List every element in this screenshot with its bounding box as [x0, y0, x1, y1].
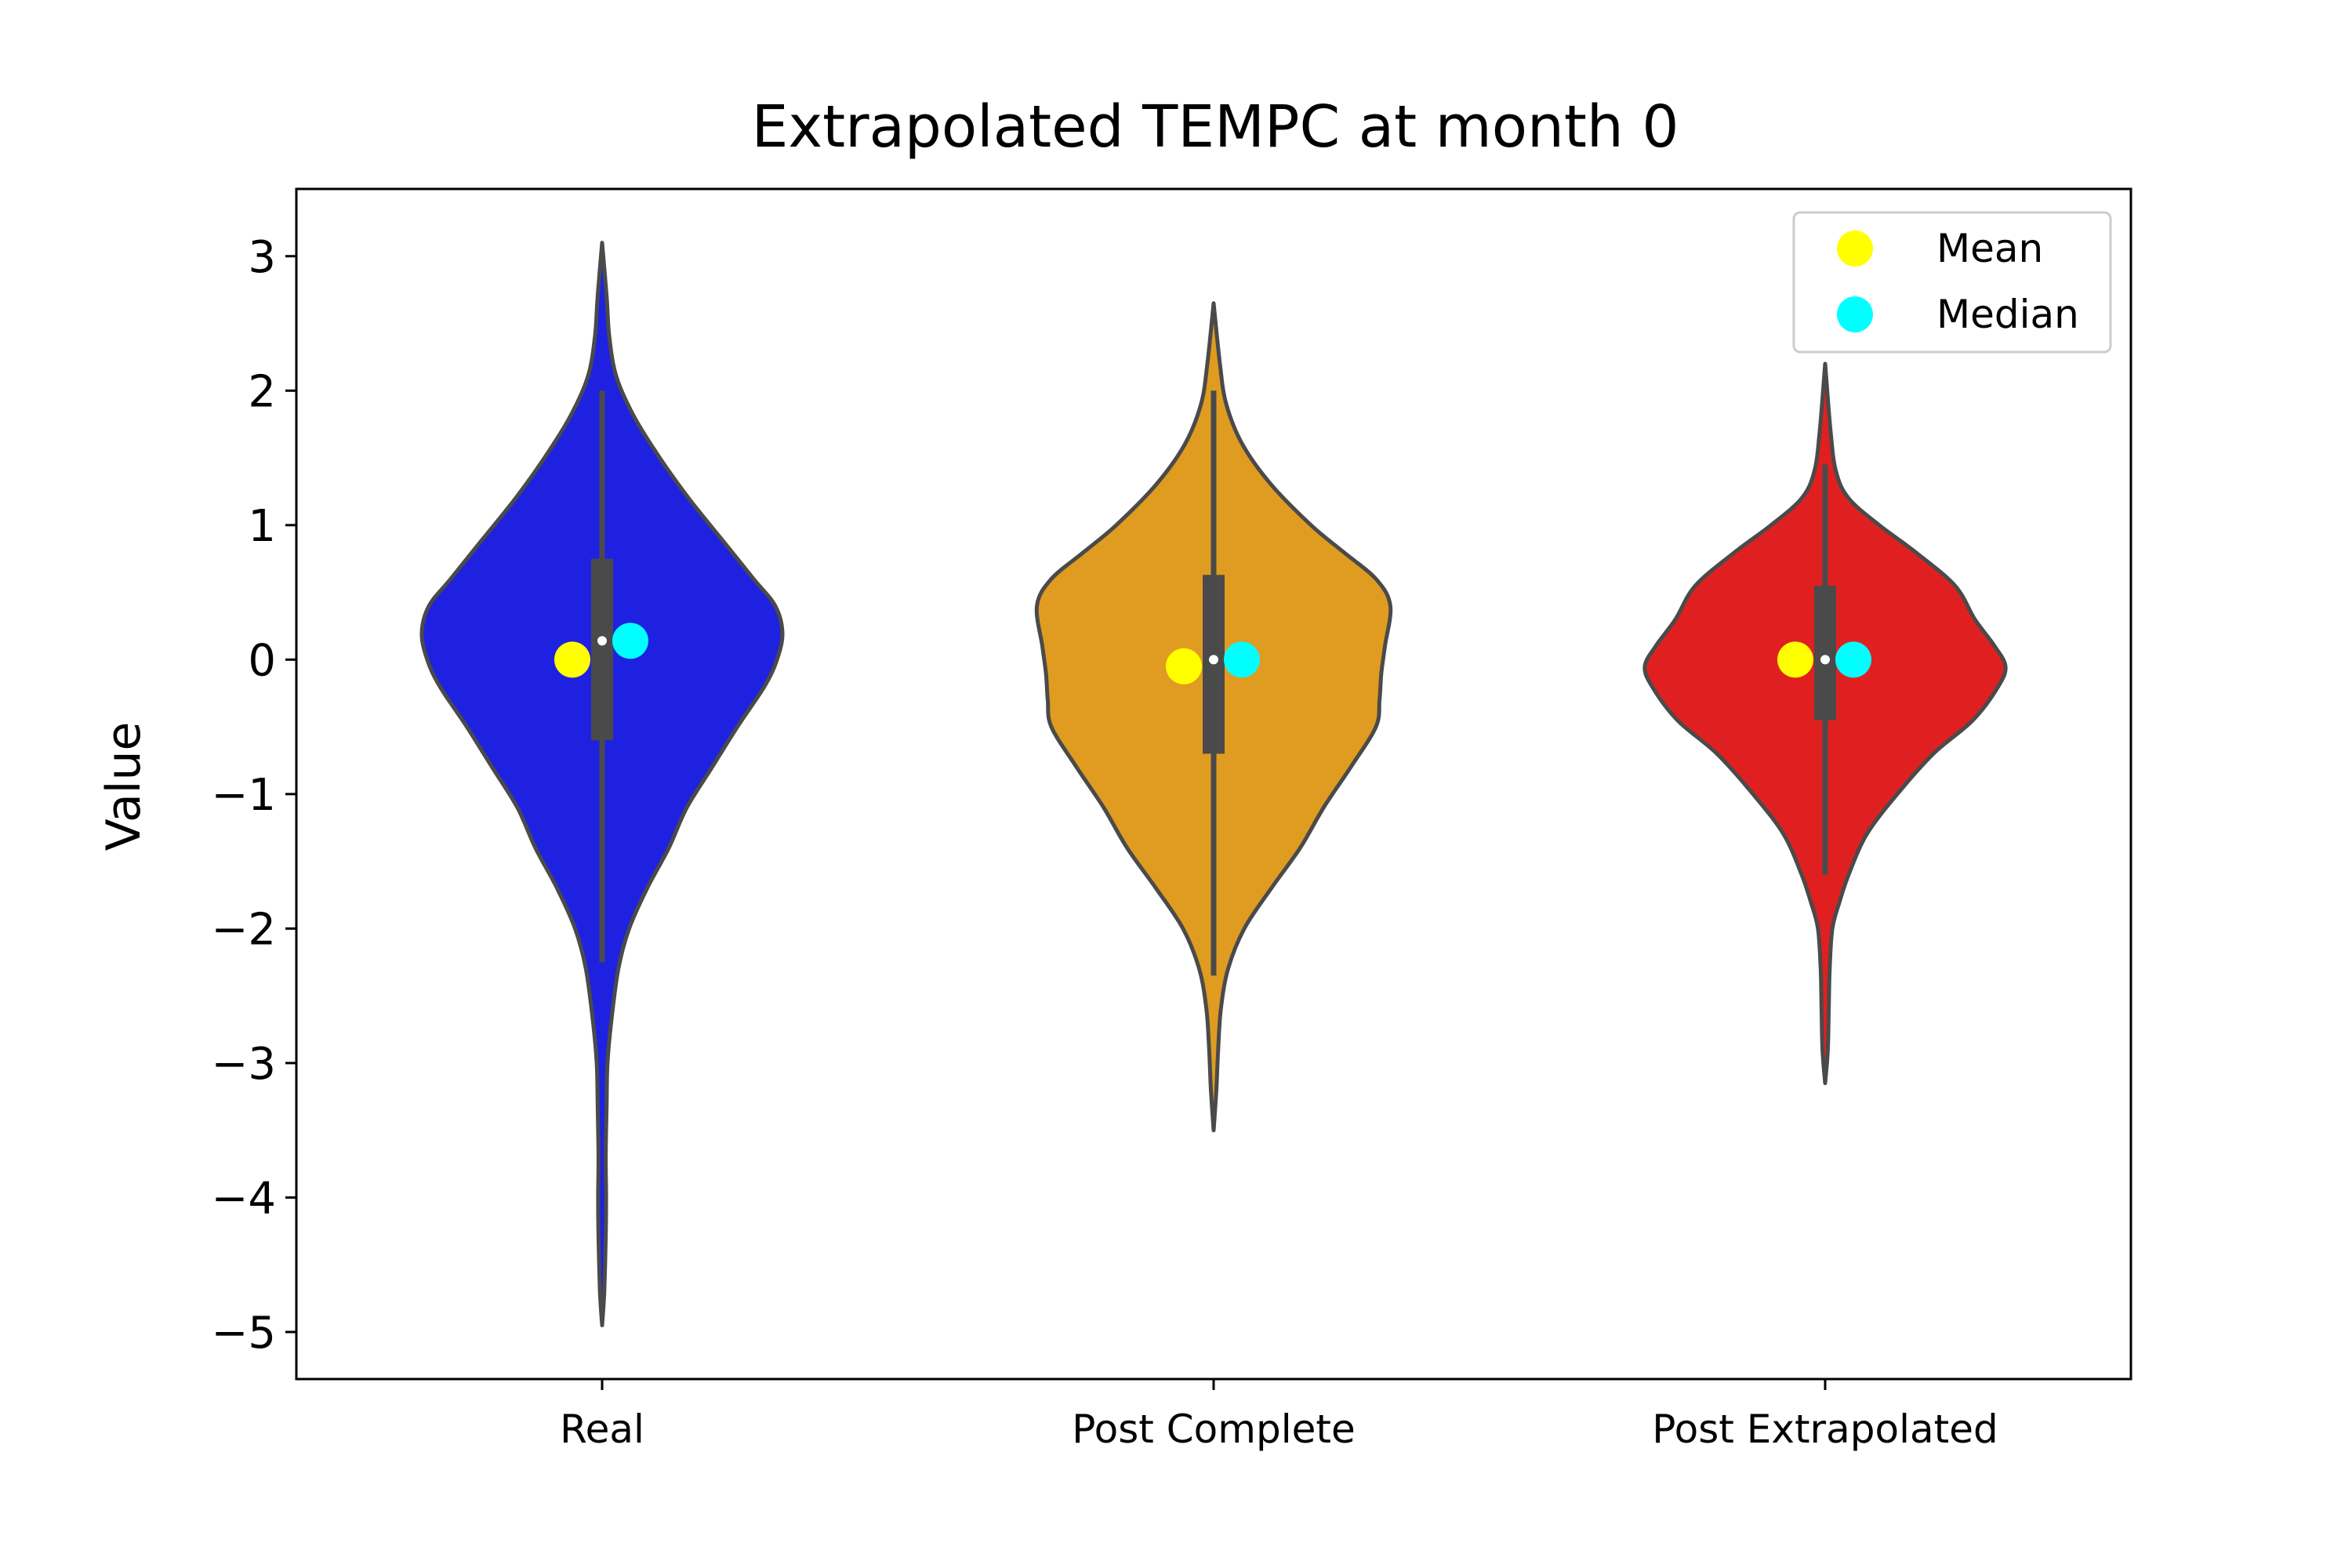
x-tick-label: Post Extrapolated — [1652, 1406, 1998, 1452]
markers-layer — [554, 622, 1871, 684]
median-marker-post-complete — [1224, 641, 1260, 678]
legend-mean-label: Mean — [1936, 226, 2043, 271]
legend-mean-marker — [1837, 230, 1873, 267]
chart-title: Extrapolated TEMPC at month 0 — [752, 93, 1679, 161]
inner-median-dot-post-extrapolated — [1820, 655, 1830, 665]
legend-box — [1792, 211, 2112, 354]
y-tick-label: −3 — [211, 1039, 276, 1090]
x-tick-label: Real — [560, 1406, 644, 1452]
mean-marker-real — [554, 641, 590, 678]
legend-median-marker — [1837, 296, 1873, 332]
y-tick-label: 0 — [248, 635, 276, 686]
mean-marker-post-extrapolated — [1777, 641, 1813, 678]
y-tick-label: −4 — [211, 1173, 276, 1224]
y-tick-label: 2 — [248, 366, 276, 417]
legend-median-label: Median — [1936, 292, 2079, 337]
y-axis-label: Value — [96, 722, 151, 851]
y-tick-label: −1 — [211, 770, 276, 821]
y-tick-label: −5 — [211, 1308, 276, 1359]
inner-median-dot-real — [597, 636, 607, 646]
y-tick-label: 3 — [248, 232, 276, 283]
mean-marker-post-complete — [1166, 648, 1202, 684]
y-axis: 3 2 1 0 −1 −2 −3 −4 −5 — [211, 232, 296, 1359]
y-tick-label: 1 — [248, 501, 276, 552]
median-marker-real — [612, 622, 648, 659]
iqr-box-post-complete — [1203, 575, 1225, 754]
y-tick-label: −2 — [211, 904, 276, 955]
x-axis: Real Post Complete Post Extrapolated — [560, 1379, 1998, 1452]
iqr-box-post-extrapolated — [1814, 586, 1836, 720]
x-tick-label: Post Complete — [1072, 1406, 1355, 1452]
legend: Mean Median — [1792, 211, 2112, 354]
violins-layer — [419, 241, 2008, 1327]
inner-median-dot-post-complete — [1209, 655, 1218, 665]
iqr-box-real — [591, 558, 613, 741]
median-marker-post-extrapolated — [1835, 641, 1871, 678]
